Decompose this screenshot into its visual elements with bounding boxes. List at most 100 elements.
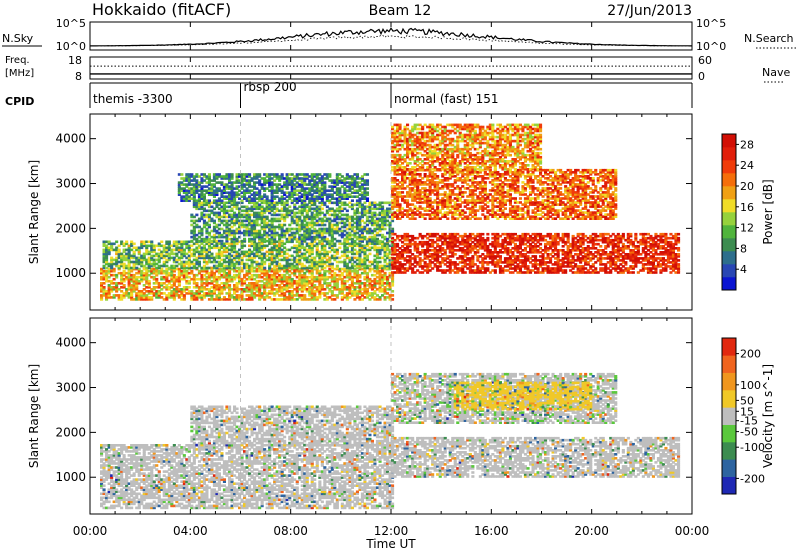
power-cell: [182, 197, 186, 200]
power-cell: [240, 246, 244, 250]
power-cell: [370, 207, 374, 211]
power-cell: [187, 179, 191, 182]
power-cell: [187, 271, 191, 275]
power-cell: [426, 265, 430, 268]
power-cell: [185, 199, 189, 202]
power-cell: [125, 288, 129, 291]
power-cell: [293, 207, 297, 211]
power-cell: [298, 244, 302, 248]
power-cell: [481, 236, 485, 240]
power-cell: [373, 292, 377, 295]
power-cell: [150, 240, 154, 244]
power-cell: [255, 229, 259, 233]
power-cell: [142, 296, 146, 299]
power-cell: [323, 177, 327, 180]
power-cell: [240, 250, 244, 254]
power-cell: [220, 199, 224, 202]
power-cell: [197, 296, 201, 299]
power-cell: [328, 199, 332, 202]
power-cell: [506, 247, 510, 250]
power-cell: [250, 193, 254, 196]
power-cell: [511, 236, 515, 240]
power-cell: [140, 296, 144, 299]
power-cell: [320, 203, 324, 207]
power-cell: [330, 193, 334, 196]
power-cell: [215, 279, 219, 283]
power-cell: [180, 290, 184, 293]
power-cell: [526, 257, 530, 260]
power-cell: [310, 264, 314, 268]
power-cell: [202, 225, 206, 229]
power-cell: [418, 257, 422, 260]
power-cell: [250, 219, 254, 223]
power-cell: [248, 296, 252, 299]
power-cell: [353, 189, 357, 192]
power-cell: [260, 256, 264, 260]
power-cell: [381, 288, 385, 291]
power-cell: [288, 279, 292, 283]
power-cell: [348, 273, 352, 277]
power-cell: [220, 288, 224, 291]
power-cell: [172, 290, 176, 293]
power-cell: [265, 201, 269, 205]
power-cell: [431, 257, 435, 260]
power-cell: [391, 247, 395, 250]
power-cell: [192, 273, 196, 277]
power-cell: [117, 254, 121, 258]
power-cell: [471, 255, 475, 258]
power-cell: [328, 175, 332, 178]
power-cell: [210, 275, 214, 279]
power-cell: [348, 217, 352, 221]
power-cell: [100, 282, 104, 285]
power-cell: [122, 286, 126, 289]
power-cell: [373, 266, 377, 270]
power-cell: [345, 223, 349, 227]
power-cell: [386, 237, 390, 241]
power-cell: [212, 213, 216, 217]
power-cell: [290, 195, 294, 198]
power-cell: [358, 266, 362, 270]
power-cell: [268, 252, 272, 256]
power-cell: [290, 217, 294, 221]
power-cell: [238, 271, 242, 275]
power-cell: [243, 279, 247, 283]
power-cell: [290, 277, 294, 281]
power-cell: [340, 213, 344, 217]
power-cell: [413, 265, 417, 268]
power-cell: [398, 234, 402, 238]
power-cell: [298, 199, 302, 202]
power-cell: [463, 249, 467, 252]
power-cell: [398, 269, 402, 272]
power-cell: [207, 231, 211, 235]
power-cell: [263, 252, 267, 256]
power-cell: [310, 217, 314, 221]
power-cell: [127, 273, 131, 277]
power-cell: [348, 242, 352, 246]
power-cell: [155, 254, 159, 258]
power-cell: [263, 199, 267, 202]
power-cell: [325, 217, 329, 221]
power-cell: [353, 248, 357, 252]
power-cell: [358, 237, 362, 241]
power-cell: [388, 264, 392, 268]
power-cell: [102, 244, 106, 248]
power-cell: [278, 250, 282, 254]
power-cell: [268, 183, 272, 186]
power-cell: [363, 262, 367, 266]
power-cell: [330, 248, 334, 252]
power-cell: [368, 260, 372, 264]
power-cell: [250, 277, 254, 281]
power-cell: [222, 185, 226, 188]
power-cell: [202, 201, 206, 205]
power-cell: [313, 235, 317, 239]
power-cell: [315, 181, 319, 184]
power-cell: [513, 265, 517, 268]
power-cell: [122, 266, 126, 270]
power-cell: [220, 258, 224, 262]
power-cell: [248, 258, 252, 262]
power-cell: [240, 269, 244, 273]
power-cell: [310, 239, 314, 243]
power-cell: [220, 244, 224, 248]
power-cell: [122, 250, 126, 254]
power-cell: [112, 273, 116, 277]
